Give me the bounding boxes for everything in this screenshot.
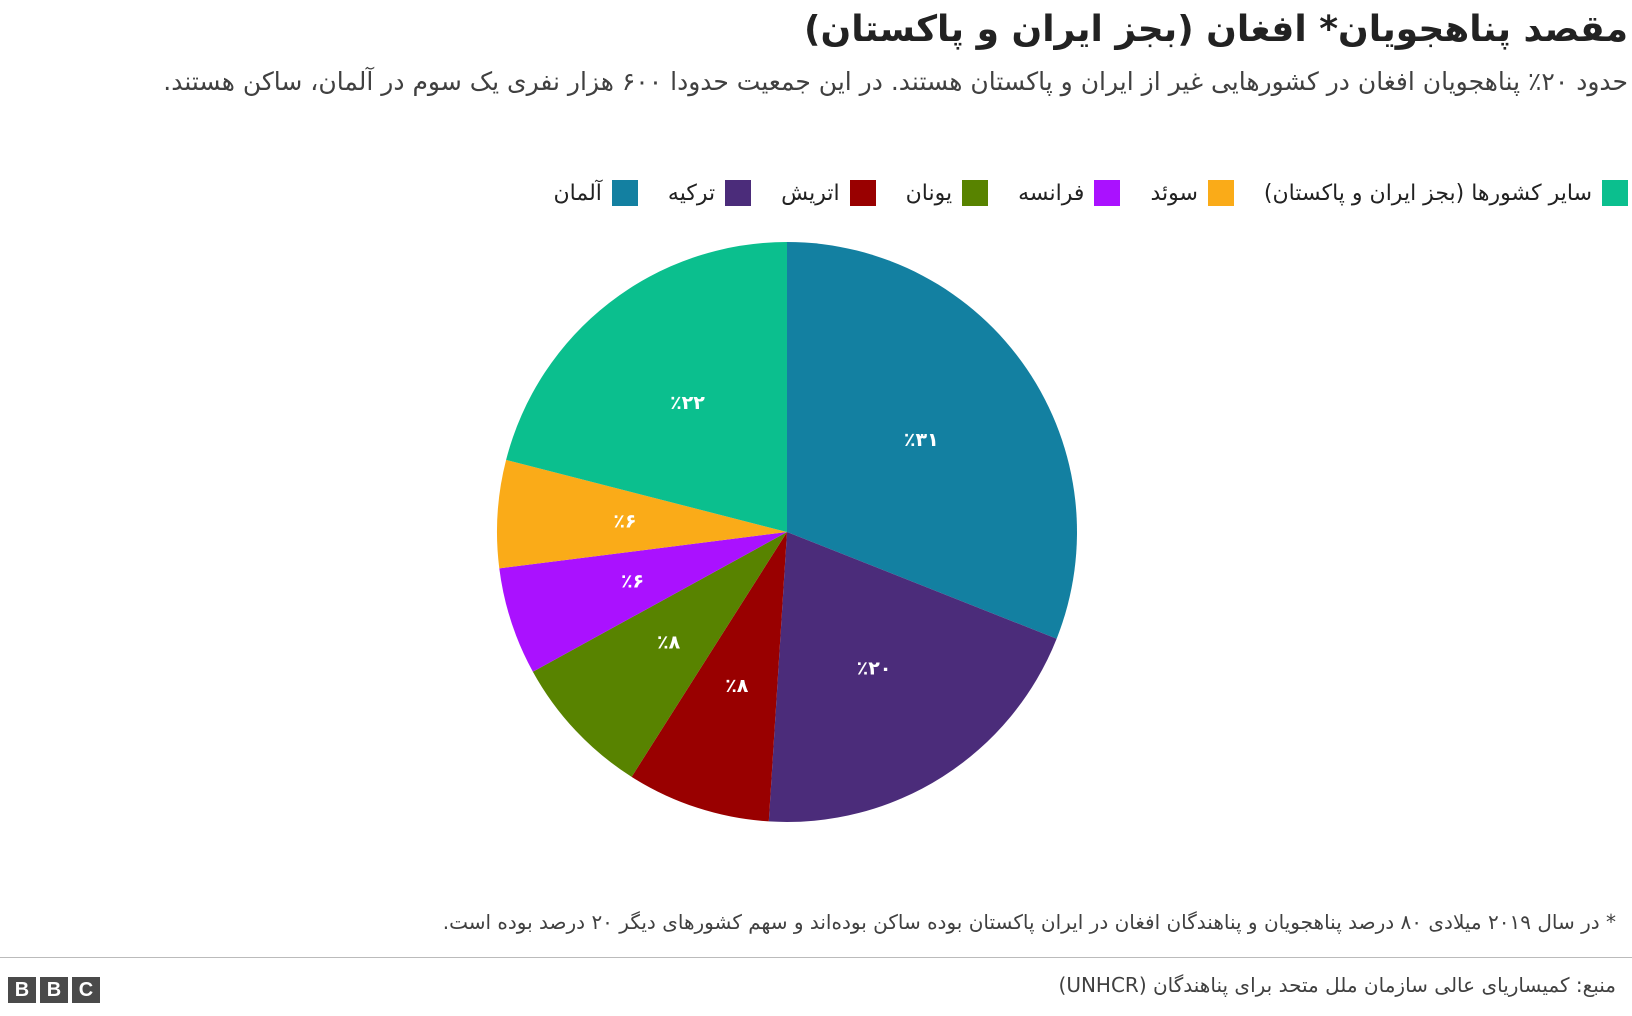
legend-label: اتریش [781, 180, 840, 206]
pie-slice-label: ٪۳۱ [904, 429, 939, 451]
pie-chart: ٪۳۱ ٪۲۰ ٪۸ ٪۸ ٪۶ ٪۶ ٪۲۲ [497, 242, 1077, 822]
legend-item: اتریش [781, 180, 876, 206]
legend-label: فرانسه [1018, 180, 1085, 206]
pie-slice [532, 532, 787, 777]
pie-slice-label: ٪۸ [725, 675, 749, 697]
pie-slice [768, 532, 1057, 822]
legend-label: سایر کشورها (بجز ایران و پاکستان) [1263, 180, 1592, 206]
legend-item: یونان [905, 180, 989, 206]
legend-item: سوئد [1150, 180, 1234, 206]
legend-swatch [725, 180, 752, 206]
legend-label: یونان [905, 180, 953, 206]
footer-divider [0, 957, 1632, 958]
pie-slice [499, 532, 787, 672]
pie-slice [787, 242, 1077, 639]
bbc-logo-letter: C [72, 977, 100, 1003]
footnote: * در سال ۲۰۱۹ میلادی ۸۰ درصد پناهجویان و… [442, 910, 1616, 934]
legend-swatch [1207, 180, 1234, 206]
bbc-logo: B B C [8, 977, 100, 1003]
legend-label: ترکیه [667, 180, 716, 206]
chart-subtitle: حدود ۲۰٪ پناهجویان افغان در کشورهایی غیر… [163, 67, 1628, 96]
bbc-logo-letter: B [40, 977, 68, 1003]
legend-item: آلمان [554, 180, 638, 206]
legend-item: سایر کشورها (بجز ایران و پاکستان) [1264, 180, 1628, 206]
legend-swatch [849, 180, 876, 206]
chart-title: مقصد پناهجویان* افغان (بجز ایران و پاکست… [804, 9, 1628, 50]
legend-label: آلمان [553, 180, 602, 206]
legend-item: ترکیه [667, 180, 752, 206]
pie-slice-label: ٪۶ [613, 510, 636, 532]
legend-swatch [1094, 180, 1121, 206]
legend-swatch [1602, 180, 1628, 206]
pie-slice-label: ٪۲۲ [670, 392, 705, 414]
bbc-logo-letter: B [8, 977, 36, 1003]
legend-item: فرانسه [1018, 180, 1121, 206]
legend-label: سوئد [1150, 180, 1198, 206]
pie-slice [631, 532, 787, 822]
chart-legend: سایر کشورها (بجز ایران و پاکستان) سوئد فرا… [8, 180, 1628, 206]
legend-swatch [962, 180, 989, 206]
pie-slice [506, 242, 787, 532]
legend-swatch [611, 180, 638, 206]
source-note: منبع: کمیساریای عالی سازمان ملل متحد برا… [1058, 973, 1617, 997]
pie-slice-label: ٪۲۰ [857, 658, 892, 680]
pie-slice-label: ٪۶ [621, 571, 644, 593]
pie-slice [497, 459, 787, 569]
pie-slice-label: ٪۸ [657, 632, 681, 654]
